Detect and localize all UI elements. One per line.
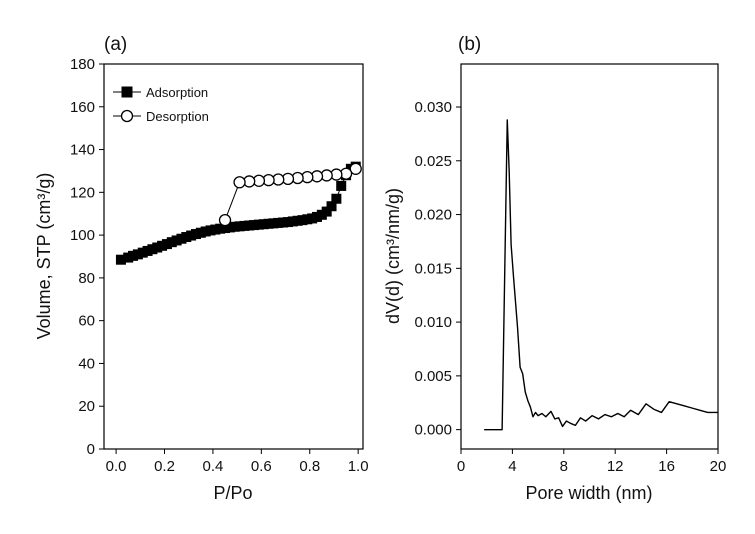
panel-b-x-tick-label: 20 xyxy=(710,458,727,475)
panel-a-legend: Adsorption Desorption xyxy=(113,85,209,124)
legend-marker-open-circle xyxy=(120,109,134,123)
panel-a-y-axis-title: Volume, STP (cm³/g) xyxy=(34,173,54,340)
panel-b-y-tick-label: 0.025 xyxy=(414,153,452,170)
panel-a-plot-frame xyxy=(103,63,364,450)
desorption-point xyxy=(218,213,232,227)
legend-item-desorption: Desorption xyxy=(113,109,209,124)
adsorption-point xyxy=(331,193,342,204)
panel-a-x-tick-label: 0.6 xyxy=(251,458,272,475)
adsorption-point xyxy=(321,206,332,217)
desorption-point xyxy=(349,162,362,175)
panel-b-label: (b) xyxy=(458,34,481,55)
panel-b-y-tick-label: 0.020 xyxy=(414,207,452,224)
panel-b-y-tick-label: 0.030 xyxy=(414,99,452,116)
panel-a-x-tick-label: 0.0 xyxy=(106,458,127,475)
panel-b-x-ticks: 0 4 8 12 16 20 xyxy=(457,449,727,475)
panel-a-x-axis-title: P/Po xyxy=(213,483,252,503)
panel-b-x-tick-label: 0 xyxy=(457,458,465,475)
panel-b-pore-distribution: (b) 0 4 8 12 16 20 0.0000.0050.0100.0150.0200… xyxy=(383,34,726,503)
desorption-point xyxy=(233,176,246,189)
panel-b-y-tick-label: 0.005 xyxy=(414,368,452,385)
panel-a-y-tick-label: 160 xyxy=(70,99,95,116)
panel-a-y-tick-label: 80 xyxy=(78,270,95,287)
panel-a-y-tick-label: 60 xyxy=(78,313,95,330)
panel-a-x-tick-label: 0.2 xyxy=(154,458,175,475)
panel-b-y-tick-label: 0.015 xyxy=(414,260,452,277)
panel-a-y-tick-label: 180 xyxy=(70,56,95,73)
panel-b-y-tick-label: 0.010 xyxy=(414,314,452,331)
panel-a-y-tick-label: 140 xyxy=(70,142,95,159)
legend-item-adsorption: Adsorption xyxy=(113,85,208,100)
adsorption-point xyxy=(115,254,126,265)
pore-distribution-line xyxy=(484,119,718,431)
panel-a-y-tick-label: 20 xyxy=(78,398,95,415)
legend-label-desorption: Desorption xyxy=(146,109,209,124)
panel-b-y-axis-title: dV(d) (cm³/nm/g) xyxy=(383,188,403,324)
panel-b-y-tick-label: 0.000 xyxy=(414,422,452,439)
panel-b-plot-frame xyxy=(460,63,719,450)
panel-b-y-ticks: 0.000 0.005 0.010 0.015 0.020 0.025 0.030 xyxy=(414,99,461,439)
legend-label-adsorption: Adsorption xyxy=(146,85,208,100)
panel-a-y-tick-label: 100 xyxy=(70,227,95,244)
panel-a-x-tick-label: 0.8 xyxy=(299,458,320,475)
panel-a-x-tick-label: 0.4 xyxy=(202,458,223,475)
panel-b-x-tick-label: 12 xyxy=(607,458,624,475)
panel-a-y-tick-label: 0 xyxy=(87,441,95,458)
panel-a-isotherm: (a) 0.0 0.2 0.4 0.6 0.8 1.0 0 20 40 60 80 100 120 14… xyxy=(34,34,369,503)
panel-b-x-tick-label: 8 xyxy=(560,458,568,475)
adsorption-point xyxy=(326,201,337,212)
legend-marker-filled-square xyxy=(121,86,133,98)
panel-a-x-tick-label: 1.0 xyxy=(348,458,369,475)
panel-a-label: (a) xyxy=(104,34,127,55)
panel-a-y-tick-label: 120 xyxy=(70,184,95,201)
panel-b-x-tick-label: 4 xyxy=(508,458,516,475)
panel-b-series xyxy=(484,119,718,431)
panel-a-series xyxy=(115,161,362,265)
panel-b-x-axis-title: Pore width (nm) xyxy=(525,483,652,503)
panel-b-x-tick-label: 16 xyxy=(658,458,675,475)
panel-a-y-tick-label: 40 xyxy=(78,355,95,372)
panel-a-y-ticks: 0 20 40 60 80 100 120 140 160 180 xyxy=(70,56,104,458)
adsorption-point xyxy=(336,180,347,191)
panel-a-x-ticks: 0.0 0.2 0.4 0.6 0.8 1.0 xyxy=(106,449,369,475)
